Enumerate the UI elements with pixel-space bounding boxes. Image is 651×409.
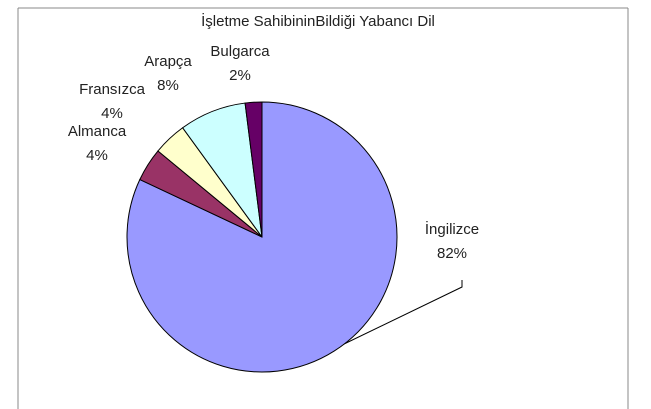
slice-label: Almanca bbox=[68, 123, 127, 140]
value-label: 82% bbox=[437, 245, 467, 262]
slice-label: Fransızca bbox=[79, 81, 146, 98]
slice-label: Bulgarca bbox=[210, 43, 270, 60]
value-label: 4% bbox=[86, 147, 108, 164]
slice-label: Arapça bbox=[144, 53, 192, 70]
value-label: 4% bbox=[101, 105, 123, 122]
value-label: 2% bbox=[229, 67, 251, 84]
leader-line bbox=[341, 280, 463, 346]
value-label: 8% bbox=[157, 77, 179, 94]
slice-label: İngilizce bbox=[425, 220, 479, 238]
pie-slice bbox=[244, 101, 263, 238]
chart-title: İşletme SahibininBildiği Yabancı Dil bbox=[201, 12, 435, 30]
